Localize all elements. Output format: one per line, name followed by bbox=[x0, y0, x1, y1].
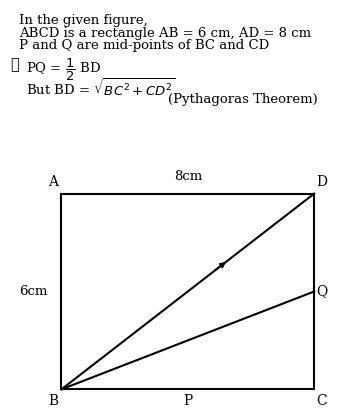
Text: Q: Q bbox=[317, 284, 328, 298]
Text: P and Q are mid-points of BC and CD: P and Q are mid-points of BC and CD bbox=[19, 39, 270, 52]
Text: D: D bbox=[316, 175, 327, 189]
Text: 8cm: 8cm bbox=[174, 170, 202, 183]
Bar bbox=[61, 194, 314, 389]
Text: PQ = $\dfrac{1}{2}$ BD: PQ = $\dfrac{1}{2}$ BD bbox=[26, 57, 101, 83]
Text: ABCD is a rectangle AB = 6 cm, AD = 8 cm: ABCD is a rectangle AB = 6 cm, AD = 8 cm bbox=[19, 27, 311, 40]
Text: (Pythagoras Theorem): (Pythagoras Theorem) bbox=[168, 93, 318, 106]
Text: 6cm: 6cm bbox=[19, 285, 47, 298]
Text: In the given figure,: In the given figure, bbox=[19, 14, 148, 28]
Text: B: B bbox=[48, 394, 58, 408]
Text: But BD = $\sqrt{BC^2 + CD^2}$: But BD = $\sqrt{BC^2 + CD^2}$ bbox=[26, 77, 176, 99]
Text: P: P bbox=[183, 394, 192, 408]
Text: ∴: ∴ bbox=[11, 58, 19, 72]
Text: C: C bbox=[316, 394, 326, 408]
Text: A: A bbox=[48, 175, 58, 189]
